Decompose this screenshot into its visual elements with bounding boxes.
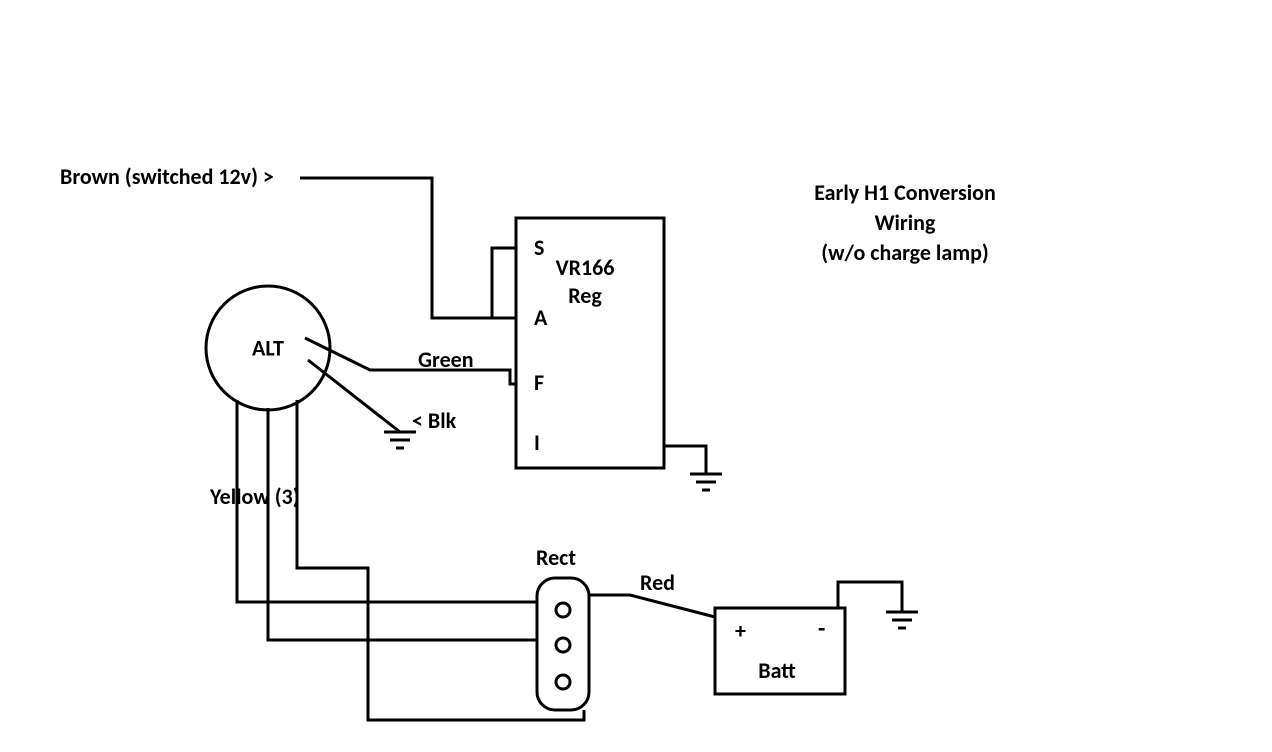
wire-batt-ground xyxy=(838,582,902,612)
title-line-2: Wiring xyxy=(875,209,936,236)
wire-brown-label: Brown (switched 12v) > xyxy=(60,163,274,190)
wire-yellow-2 xyxy=(268,408,537,640)
wire-red xyxy=(589,595,715,617)
alternator-label: ALT xyxy=(252,334,284,361)
wire-reg-ground xyxy=(664,446,706,474)
wire-blk-label: < Blk xyxy=(412,407,457,434)
battery-label: Batt xyxy=(758,657,796,684)
rectifier-dot-1 xyxy=(556,603,570,617)
rectifier-dot-2 xyxy=(556,638,570,652)
wire-green xyxy=(305,338,516,384)
wire-green-label: Green xyxy=(418,346,474,373)
regulator-pin-a: A xyxy=(534,304,548,331)
regulator-label-2: Reg xyxy=(568,282,602,309)
ground-reg-icon xyxy=(690,474,722,490)
wire-sa-jumper xyxy=(492,248,516,318)
rectifier-label: Rect xyxy=(536,544,576,571)
title-line-1: Early H1 Conversion xyxy=(814,179,996,206)
title-line-3: (w/o charge lamp) xyxy=(821,239,989,266)
wire-red-label: Red xyxy=(640,569,675,596)
regulator-pin-f: F xyxy=(534,369,544,396)
ground-batt-icon xyxy=(886,612,918,628)
regulator-label-1: VR166 xyxy=(556,254,615,281)
regulator-pin-i: I xyxy=(534,429,540,456)
ground-alt-blk-icon xyxy=(384,432,416,448)
rectifier-dot-3 xyxy=(556,675,570,689)
regulator-pin-s: S xyxy=(534,234,544,261)
wire-brown xyxy=(300,178,516,318)
battery-minus: - xyxy=(818,614,825,643)
battery-plus: + xyxy=(735,617,746,644)
wire-yellow-label: Yellow (3) xyxy=(209,483,300,510)
